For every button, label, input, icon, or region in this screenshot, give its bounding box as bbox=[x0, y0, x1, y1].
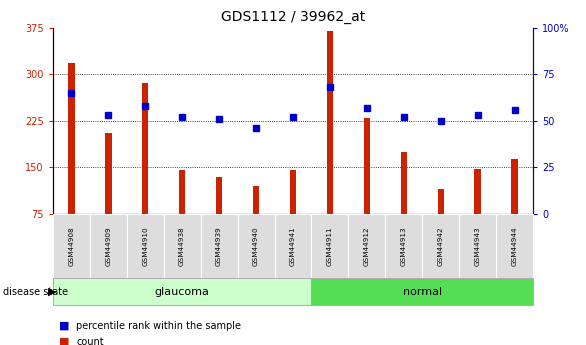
Bar bbox=[142, 83, 148, 214]
Bar bbox=[475, 169, 481, 214]
Text: GSM44912: GSM44912 bbox=[364, 226, 370, 266]
Text: GSM44939: GSM44939 bbox=[216, 226, 222, 266]
Text: GSM44944: GSM44944 bbox=[512, 226, 518, 266]
Text: ▶: ▶ bbox=[48, 287, 57, 296]
Bar bbox=[289, 170, 297, 214]
Text: disease state: disease state bbox=[3, 287, 68, 296]
Text: ■: ■ bbox=[59, 321, 69, 331]
Text: GSM44910: GSM44910 bbox=[142, 226, 148, 266]
Bar bbox=[105, 133, 111, 214]
Text: normal: normal bbox=[403, 287, 442, 296]
Bar bbox=[401, 152, 407, 214]
Text: GSM44941: GSM44941 bbox=[290, 226, 296, 266]
Bar bbox=[216, 177, 223, 214]
Text: GSM44940: GSM44940 bbox=[253, 226, 259, 266]
Text: GSM44942: GSM44942 bbox=[438, 226, 444, 266]
Bar bbox=[68, 63, 74, 214]
Bar bbox=[253, 186, 260, 214]
Text: percentile rank within the sample: percentile rank within the sample bbox=[76, 321, 241, 331]
Text: GSM44913: GSM44913 bbox=[401, 226, 407, 266]
Bar bbox=[363, 118, 370, 214]
Bar bbox=[326, 31, 333, 214]
Text: ■: ■ bbox=[59, 337, 69, 345]
Text: GSM44909: GSM44909 bbox=[105, 226, 111, 266]
Text: glaucoma: glaucoma bbox=[155, 287, 210, 296]
Bar bbox=[438, 189, 444, 214]
Text: GSM44943: GSM44943 bbox=[475, 226, 481, 266]
Text: GSM44911: GSM44911 bbox=[327, 226, 333, 266]
Bar bbox=[179, 170, 185, 214]
Text: count: count bbox=[76, 337, 104, 345]
Title: GDS1112 / 39962_at: GDS1112 / 39962_at bbox=[221, 10, 365, 24]
Text: GSM44938: GSM44938 bbox=[179, 226, 185, 266]
Text: GSM44908: GSM44908 bbox=[68, 226, 74, 266]
Bar bbox=[512, 159, 518, 214]
